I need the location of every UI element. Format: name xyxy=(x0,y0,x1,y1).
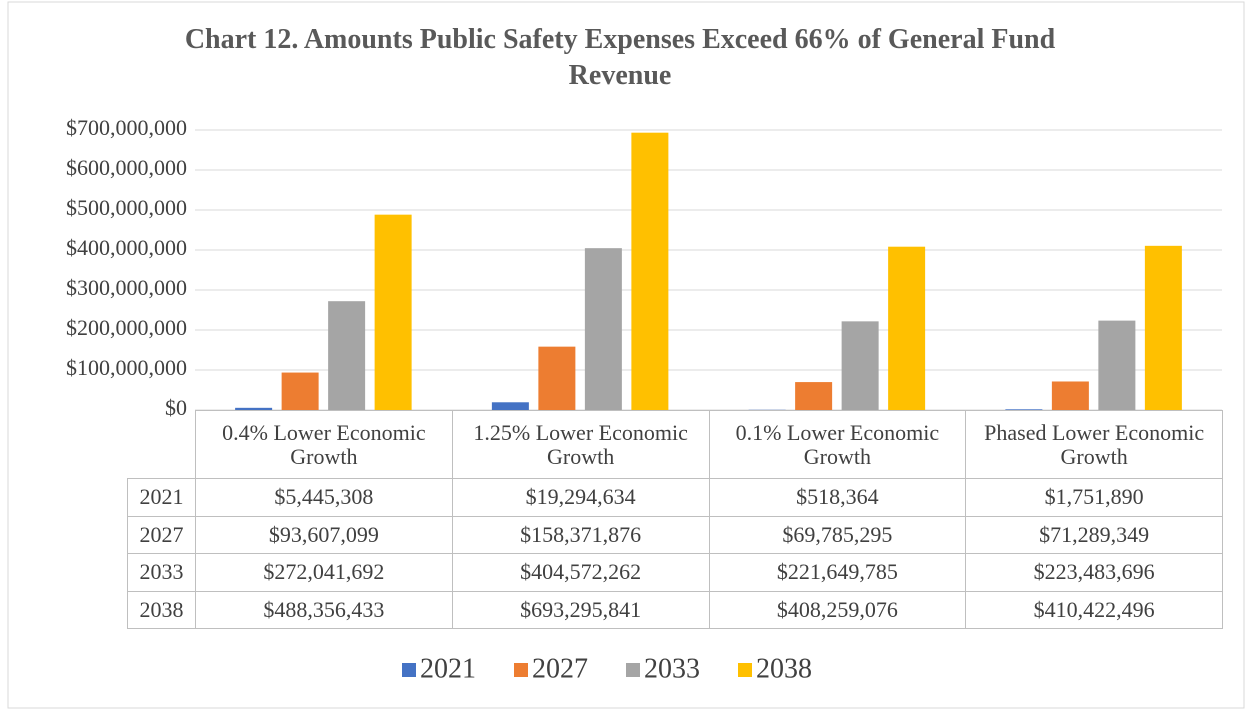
category-label: 0.4% Lower Economic Growth xyxy=(195,410,453,479)
bar xyxy=(584,248,622,410)
bar xyxy=(1051,381,1089,410)
y-tick-label: $400,000,000 xyxy=(66,235,187,260)
bar xyxy=(1005,409,1043,410)
table-value: $408,259,076 xyxy=(708,590,967,629)
category-label: Phased Lower Economic Growth xyxy=(965,410,1223,479)
table-row-label: 2038 xyxy=(127,590,196,629)
table-row-label: 2021 xyxy=(127,478,196,517)
y-tick-label: $700,000,000 xyxy=(66,115,187,140)
bar xyxy=(1144,245,1182,410)
legend-swatch xyxy=(738,663,752,677)
table-value: $488,356,433 xyxy=(195,590,453,629)
legend-swatch xyxy=(402,663,416,677)
legend-label: 2038 xyxy=(756,653,812,684)
y-tick-label: $200,000,000 xyxy=(66,315,187,340)
legend-label: 2033 xyxy=(644,653,700,684)
legend-swatch xyxy=(626,663,640,677)
bar xyxy=(491,402,529,410)
legend-label: 2027 xyxy=(532,653,588,684)
table-row-label: 2027 xyxy=(127,515,196,554)
table-value: $404,572,262 xyxy=(451,553,710,592)
table-value: $410,422,496 xyxy=(965,590,1223,629)
bar xyxy=(328,301,366,410)
chart-border xyxy=(7,1,1245,709)
table-value: $5,445,308 xyxy=(195,478,453,517)
table-row-label: 2033 xyxy=(127,553,196,592)
table-value: $518,364 xyxy=(708,478,967,517)
y-tick-label: $0 xyxy=(165,395,187,420)
bar xyxy=(374,214,412,410)
y-tick-label: $300,000,000 xyxy=(66,275,187,300)
y-tick-label: $100,000,000 xyxy=(66,355,187,380)
table-value: $93,607,099 xyxy=(195,515,453,554)
bar xyxy=(538,346,576,410)
category-label: 0.1% Lower Economic Growth xyxy=(708,410,967,479)
bar xyxy=(841,321,879,410)
chart-title: Chart 12. Amounts Public Safety Expenses… xyxy=(184,24,1056,91)
bar xyxy=(631,132,669,410)
category-label: 1.25% Lower Economic Growth xyxy=(451,410,710,479)
table-value: $1,751,890 xyxy=(965,478,1223,517)
bar xyxy=(281,372,319,410)
table-value: $69,785,295 xyxy=(708,515,967,554)
y-tick-label: $500,000,000 xyxy=(66,195,187,220)
table-value: $693,295,841 xyxy=(451,590,710,629)
table-value: $158,371,876 xyxy=(451,515,710,554)
table-value: $221,649,785 xyxy=(708,553,967,592)
bar xyxy=(795,382,833,410)
legend-swatch xyxy=(514,663,528,677)
table-value: $19,294,634 xyxy=(451,478,710,517)
bar xyxy=(1098,320,1136,410)
table-value: $71,289,349 xyxy=(965,515,1223,554)
table-value: $272,041,692 xyxy=(195,553,453,592)
table-value: $223,483,696 xyxy=(965,553,1223,592)
legend-label: 2021 xyxy=(420,653,476,684)
bar xyxy=(888,246,926,410)
y-tick-label: $600,000,000 xyxy=(66,155,187,180)
bar xyxy=(235,407,273,410)
